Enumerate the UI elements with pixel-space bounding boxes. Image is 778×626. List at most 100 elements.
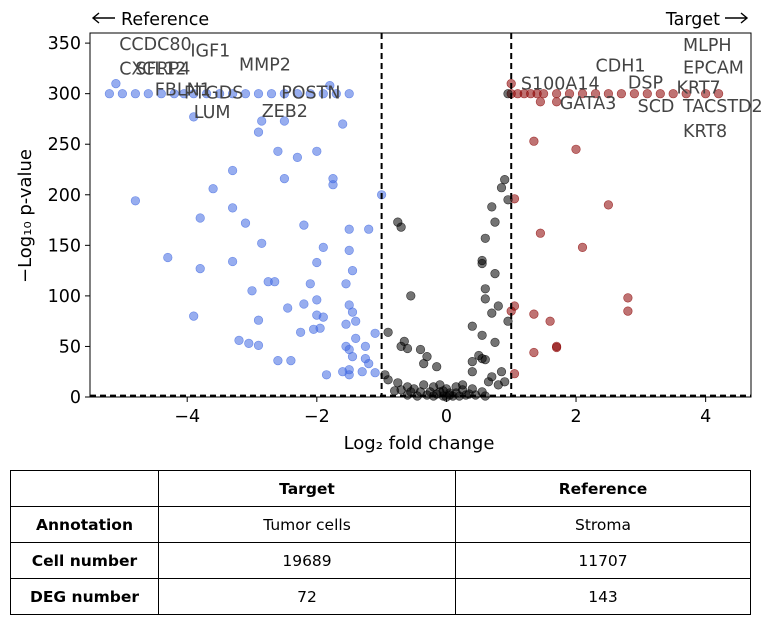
data-point-reference <box>347 307 358 317</box>
data-point-not-significant <box>496 183 507 193</box>
data-point-reference <box>351 316 361 326</box>
data-point-reference <box>305 89 315 99</box>
data-point-reference <box>195 213 205 223</box>
threshold-lines <box>90 33 751 397</box>
data-point-reference <box>312 295 322 305</box>
data-point-reference <box>279 116 290 126</box>
table-row-label: DEG number <box>10 578 159 615</box>
data-point-not-significant <box>477 330 487 340</box>
data-point-not-significant <box>406 291 416 301</box>
y-tick-label: 300 <box>48 85 81 105</box>
data-point-target <box>681 89 691 99</box>
data-point-reference <box>117 89 127 99</box>
data-point-reference <box>318 242 328 252</box>
data-point-not-significant <box>480 294 490 304</box>
gene-label: EPCAM <box>683 58 744 78</box>
data-point-reference <box>321 370 332 380</box>
data-point-target <box>564 89 575 99</box>
data-point-reference <box>370 368 380 378</box>
data-point-reference <box>325 80 335 91</box>
data-point-reference <box>341 279 351 289</box>
data-point-reference <box>234 335 244 346</box>
data-point-reference <box>318 89 328 99</box>
data-point-not-significant <box>477 258 487 269</box>
data-point-reference <box>189 112 199 122</box>
data-point-reference <box>253 127 264 137</box>
data-point-not-significant <box>487 202 497 212</box>
table-row-label: Annotation <box>10 506 159 543</box>
data-point-target <box>623 306 633 316</box>
gene-label: PTGDS <box>184 84 243 104</box>
data-point-not-significant <box>415 344 426 355</box>
data-point-reference <box>215 89 225 99</box>
data-point-reference <box>156 89 166 99</box>
data-point-reference <box>318 312 328 322</box>
data-point-target <box>538 89 549 99</box>
x-tick-label: −2 <box>304 407 330 427</box>
data-point-reference <box>143 89 153 99</box>
data-point-not-significant <box>496 367 507 377</box>
gene-label: TACSTD2 <box>682 97 763 117</box>
data-point-not-significant <box>490 217 500 227</box>
data-point-reference <box>189 311 199 321</box>
data-point-target <box>713 89 724 99</box>
direction-right-label: Target <box>665 10 720 30</box>
data-point-reference <box>344 224 354 234</box>
data-point-reference <box>130 196 140 206</box>
gene-label: IGF1 <box>190 41 230 61</box>
data-point-reference <box>292 152 303 162</box>
table-cell: 19689 <box>158 542 456 579</box>
data-point-target <box>642 89 652 99</box>
table-row-label: Cell number <box>10 542 159 579</box>
data-point-not-significant <box>467 384 477 394</box>
data-point-reference <box>344 245 354 255</box>
data-point-reference <box>309 324 319 334</box>
data-point-not-significant <box>383 327 393 337</box>
data-point-not-significant <box>432 362 442 372</box>
plot-frame <box>89 32 752 398</box>
data-point-not-significant <box>500 175 510 185</box>
data-point-target <box>590 89 601 99</box>
gene-label: MMP2 <box>239 55 291 75</box>
data-point-not-significant <box>390 386 400 396</box>
gene-label: POSTN <box>281 84 340 104</box>
gene-label: S100A14 <box>521 75 600 95</box>
data-point-not-significant <box>383 375 393 385</box>
data-point-target <box>551 97 562 107</box>
data-point-not-significant <box>396 222 406 232</box>
data-point-reference <box>296 327 306 337</box>
gene-label: SCD <box>638 97 675 117</box>
data-point-reference <box>338 119 348 129</box>
data-point-reference <box>257 238 267 248</box>
data-point-reference <box>273 356 283 366</box>
gene-label: DSP <box>628 74 663 94</box>
y-tick-label: 100 <box>48 287 81 307</box>
data-point-not-significant <box>467 321 477 331</box>
data-point-reference <box>360 341 371 352</box>
data-point-target <box>629 89 640 99</box>
data-point-reference <box>228 256 238 267</box>
data-point-reference <box>344 370 354 380</box>
data-point-not-significant <box>441 384 452 394</box>
data-point-not-significant <box>458 380 468 390</box>
direction-indicators: Reference Target <box>91 10 749 30</box>
data-point-target <box>577 242 588 252</box>
gene-label: CXCL12 <box>119 60 186 80</box>
y-tick-label: 150 <box>48 236 81 256</box>
data-point-reference <box>253 315 264 325</box>
data-point-reference <box>130 89 140 99</box>
x-axis-label: Log₂ fold change <box>344 433 495 454</box>
data-point-reference <box>341 319 351 329</box>
gene-label: GATA3 <box>560 94 617 114</box>
data-point-reference <box>370 328 380 338</box>
data-point-reference <box>331 89 341 99</box>
data-point-not-significant <box>480 284 490 294</box>
data-point-target <box>545 316 555 326</box>
table-row: Cell number 19689 11707 <box>10 542 751 579</box>
data-point-not-significant <box>490 337 500 348</box>
data-point-reference <box>347 352 358 362</box>
data-point-reference <box>208 184 218 194</box>
data-point-reference <box>351 333 361 344</box>
data-point-reference <box>189 89 199 99</box>
